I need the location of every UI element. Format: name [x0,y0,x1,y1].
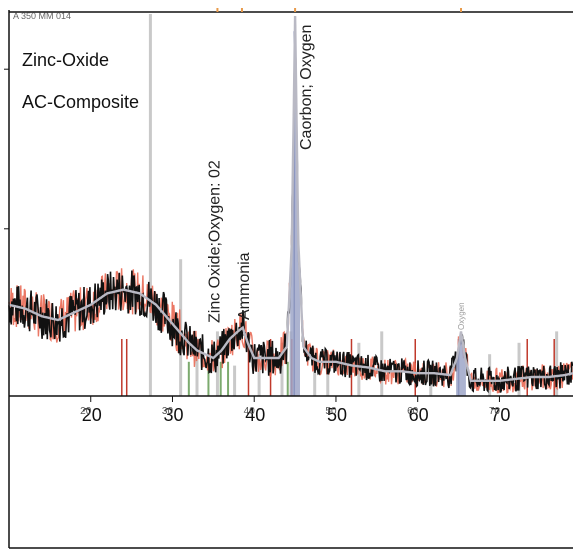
peak-annotation: Caorbon; Oxygen [298,25,315,150]
x-tick-label: 20 [82,405,102,425]
x-tick-label: 60 [409,405,429,425]
smoothed-series [8,15,573,396]
peak-annotation: Ammonia [236,252,253,320]
legend-entry: Zinc-Oxide [22,50,109,70]
peak-annotation: Zinc Oxide;Oxygen: 02 [206,160,223,323]
x-tick-label: 50 [327,405,347,425]
x-minor-tick-label: 20 [80,406,92,417]
axes [4,8,573,549]
peak-annotation: Oxygen [457,302,466,330]
header-label: A 350 MM 014 [13,11,71,21]
x-minor-tick-label: 50 [325,406,337,417]
x-tick-label: 30 [163,405,183,425]
main-peak-fill [290,16,300,396]
x-minor-tick-label: 70 [489,406,501,417]
x-minor-tick-label: 40 [244,406,256,417]
x-tick-label: 40 [245,405,265,425]
x-minor-tick-label: 30 [162,406,174,417]
legend-entry: AC-Composite [22,92,139,112]
x-tick-label: 70 [490,405,510,425]
x-minor-tick-label: 60 [407,406,419,417]
smooth-curve [8,15,573,382]
